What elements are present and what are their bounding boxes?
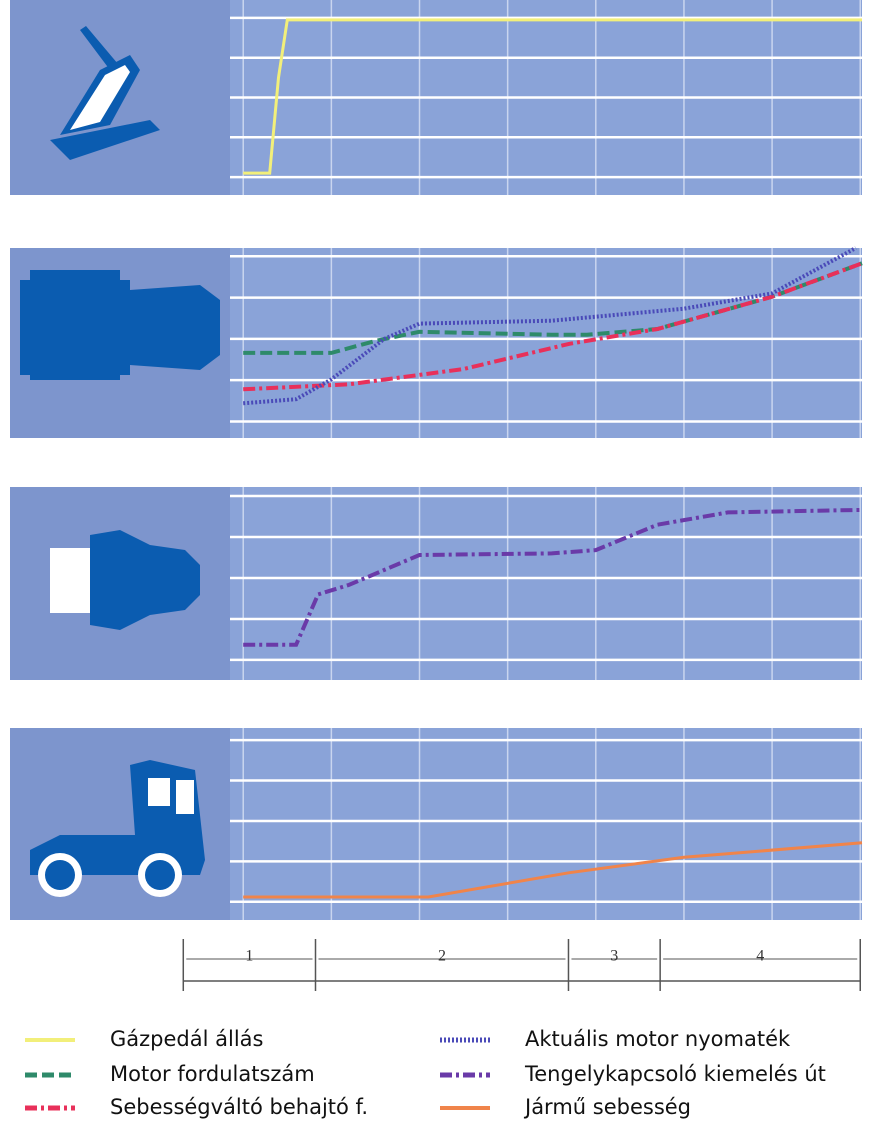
- chart: 1 2 3 4 Gázpedál állás Motor fordulatszám Seb…: [0, 0, 872, 1124]
- legend-label: Tengelykapcsoló kiemelés út: [524, 1062, 826, 1086]
- legend-label: Gázpedál állás: [110, 1027, 263, 1051]
- legend: Gázpedál állás Motor fordulatszám Sebesség…: [25, 1027, 826, 1119]
- plot-area: [230, 728, 862, 920]
- engine-icon: [20, 270, 220, 380]
- legend-label: Aktuális motor nyomaték: [525, 1027, 791, 1051]
- legend-label: Jármű sebesség: [523, 1095, 691, 1119]
- phase-label: 4: [756, 948, 764, 965]
- legend-label: Motor fordulatszám: [110, 1062, 315, 1086]
- plot-area: [230, 487, 862, 680]
- phase-label: 3: [610, 948, 618, 965]
- legend-label: Sebességváltó behajtó f.: [110, 1095, 368, 1119]
- phase-label: 1: [245, 948, 253, 965]
- plot-area: [230, 248, 862, 438]
- phase-label: 2: [438, 948, 446, 965]
